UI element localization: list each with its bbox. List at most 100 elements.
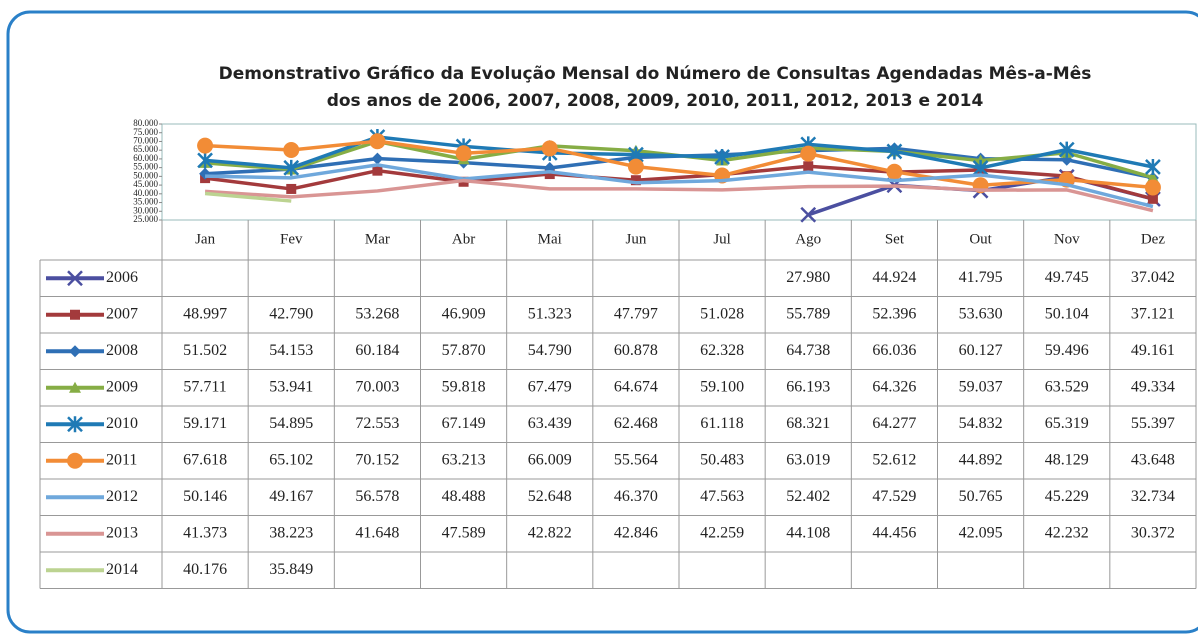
table-cell: 62.328 [700, 342, 744, 359]
table-cell: 42.259 [700, 524, 744, 541]
chart-title: Demonstrativo Gráfico da Evolução Mensal… [219, 64, 1092, 84]
legend-label: 2008 [106, 342, 138, 359]
table-cell: 66.036 [872, 342, 916, 359]
y-tick-label: 80.000 [133, 118, 158, 128]
marker [541, 140, 558, 157]
chart-subtitle: dos anos de 2006, 2007, 2008, 2009, 2010… [327, 91, 984, 111]
table-cell: 54.832 [959, 415, 1003, 432]
table-cell: 61.118 [700, 415, 743, 432]
series-line [204, 191, 292, 203]
table-cell: 42.846 [614, 524, 658, 541]
table-cell: 59.496 [1045, 342, 1089, 359]
marker [1058, 141, 1075, 158]
x-tick-label: Jun [625, 231, 646, 247]
table-cell: 44.892 [959, 451, 1003, 468]
table-cell: 63.439 [528, 415, 572, 432]
table-cell: 54.790 [528, 342, 572, 359]
table-cell: 51.028 [700, 305, 744, 322]
marker [627, 158, 644, 175]
legend-label: 2007 [106, 305, 138, 322]
x-tick-label: Ago [795, 231, 821, 247]
table-cell: 63.529 [1045, 378, 1089, 395]
table-cell: 70.152 [355, 451, 399, 468]
table-cell: 59.100 [700, 378, 744, 395]
x-tick-label: Fev [280, 231, 303, 247]
table-cell: 42.822 [528, 524, 572, 541]
legend-marker [67, 416, 83, 433]
table-cell: 49.167 [269, 488, 313, 505]
table-cell: 54.153 [269, 342, 313, 359]
table-cell: 41.795 [959, 269, 1003, 286]
x-tick-label: Jan [195, 231, 215, 247]
table-cell: 54.895 [269, 415, 313, 432]
table-cell: 47.797 [614, 305, 658, 322]
table-cell: 52.396 [872, 305, 916, 322]
table-cell: 49.334 [1131, 378, 1175, 395]
table-cell: 45.229 [1045, 488, 1089, 505]
y-tick-label: 30.000 [133, 205, 158, 215]
series-line [204, 139, 1154, 190]
y-tick-label: 25.000 [133, 214, 158, 224]
marker [197, 137, 214, 154]
table-cell: 64.738 [786, 342, 830, 359]
x-tick-label: Nov [1054, 231, 1080, 247]
table-cell: 55.789 [786, 305, 830, 322]
marker [803, 161, 814, 172]
marker [369, 133, 386, 150]
marker [886, 143, 903, 160]
table-cell: 47.589 [442, 524, 486, 541]
y-tick-label: 70.000 [133, 136, 158, 146]
table-cell: 41.373 [183, 524, 227, 541]
y-tick-label: 65.000 [133, 144, 158, 154]
table-cell: 48.997 [183, 305, 227, 322]
marker [544, 169, 555, 180]
table-cell: 46.370 [614, 488, 658, 505]
marker [283, 159, 300, 176]
legend-label: 2014 [106, 561, 138, 578]
x-tick-label: Abr [452, 231, 475, 247]
table-cell: 49.161 [1131, 342, 1175, 359]
table-cell: 51.502 [183, 342, 227, 359]
x-tick-label: Mai [538, 231, 562, 247]
marker [286, 183, 297, 194]
marker [630, 175, 641, 186]
marker [197, 152, 213, 169]
x-tick-label: Set [885, 231, 905, 247]
y-tick-label: 75.000 [133, 127, 158, 137]
table-cell: 52.402 [786, 488, 830, 505]
marker [800, 145, 817, 162]
legend-marker [67, 270, 83, 287]
table-cell: 50.483 [700, 451, 744, 468]
table-cell: 44.108 [786, 524, 830, 541]
table-cell: 42.790 [269, 305, 313, 322]
table-cell: 38.223 [269, 524, 313, 541]
table-cell: 67.618 [183, 451, 227, 468]
table-cell: 42.095 [959, 524, 1003, 541]
table-cell: 59.818 [442, 378, 486, 395]
table-cell: 64.277 [872, 415, 916, 432]
table-cell: 70.003 [355, 378, 399, 395]
marker [372, 165, 383, 176]
table-cell: 60.184 [355, 342, 399, 359]
table-cell: 53.268 [355, 305, 399, 322]
table-cell: 57.711 [183, 378, 226, 395]
table-cell: 56.578 [355, 488, 399, 505]
legend-marker [70, 309, 80, 320]
marker [800, 206, 817, 223]
legend-marker [67, 452, 83, 469]
table-cell: 72.553 [355, 415, 399, 432]
table-cell: 27.980 [786, 269, 830, 286]
table-cell: 41.648 [355, 524, 399, 541]
table-cell: 52.612 [872, 451, 916, 468]
marker [283, 142, 300, 159]
table-cell: 67.479 [528, 378, 572, 395]
table-cell: 64.326 [872, 378, 916, 395]
table-cell: 37.121 [1131, 305, 1175, 322]
table-cell: 44.924 [872, 269, 916, 286]
legend-marker [69, 345, 81, 358]
table-cell: 57.870 [442, 342, 486, 359]
legend-label: 2006 [106, 269, 138, 286]
table-cell: 55.397 [1131, 415, 1175, 432]
table-cell: 60.127 [959, 342, 1003, 359]
